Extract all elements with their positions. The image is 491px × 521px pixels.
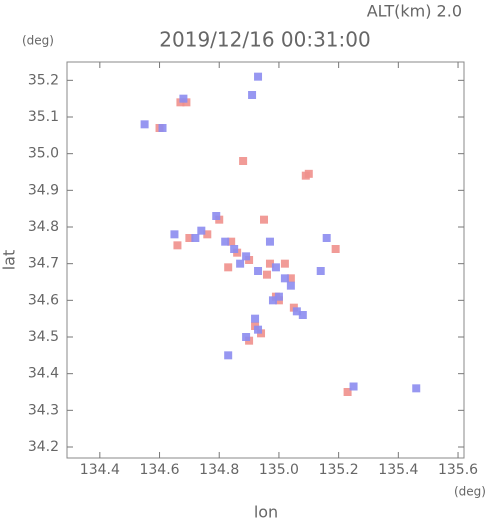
echo-point [265,237,274,246]
echo-point [239,157,248,165]
echo-point [349,382,358,391]
echo-point [316,267,325,275]
echo-point [140,120,149,129]
echo-point [254,267,263,275]
echo-point [179,94,188,103]
echo-point [212,212,221,220]
echo-point [254,325,263,334]
echo-point [301,171,310,180]
echo-point [271,263,280,272]
echo-point [268,296,277,305]
x-tick-label: 134.8 [199,462,239,478]
echo-point [173,241,182,250]
plot-frame [66,61,465,459]
altitude-label: ALT(km) 2.0 [367,2,462,21]
echo-point [286,281,295,290]
y-unit: (deg) [22,34,54,48]
echo-point [412,384,421,393]
y-tick-label: 34.7 [28,256,59,272]
echo-point [242,333,251,341]
y-tick-label: 34.8 [28,219,59,235]
echo-point [298,311,307,319]
echo-point [343,388,352,396]
y-tick-label: 34.3 [28,402,59,418]
x-unit: (deg) [454,485,486,499]
y-tick-label: 34.4 [28,366,59,382]
echo-point [236,259,245,268]
echo-point [286,274,295,283]
echo-point [262,270,271,279]
y-tick-label: 35.0 [28,146,59,162]
echo-point [274,292,283,301]
echo-point [221,237,230,246]
x-tick-label: 135.4 [378,462,418,478]
echo-point [280,274,289,283]
echo-point [331,245,340,253]
x-tick-label: 135.2 [319,462,359,478]
x-axis-label: lon [254,503,278,521]
x-tick-label: 134.4 [80,462,120,478]
y-tick-label: 34.6 [28,292,59,308]
y-tick-label: 34.2 [28,439,59,455]
x-tick-label: 135.0 [259,462,299,478]
y-tick-label: 35.1 [28,109,59,125]
echo-point [224,351,233,360]
echo-point [254,72,263,81]
y-tick-label: 34.5 [28,329,59,345]
echo-point [265,259,274,268]
x-tick-label: 135.6 [438,462,478,478]
echo-point [170,230,179,239]
echo-point [242,252,251,261]
echo-point [230,245,239,253]
echo-point [280,259,289,268]
echo-point [197,226,206,235]
echo-point [224,263,233,272]
x-tick-label: 134.6 [139,462,179,478]
echo-point [158,124,167,132]
echo-point [322,234,331,242]
y-tick-label: 34.9 [28,182,59,198]
echo-point [292,307,301,316]
chart-title: 2019/12/16 00:31:00 [159,28,370,52]
y-tick-label: 35.2 [28,72,59,88]
y-axis-label: lat [0,250,19,271]
echo-point [203,230,212,239]
echo-point [260,215,269,224]
echo-point [248,91,257,99]
echo-point [185,234,194,242]
echo-point [251,314,260,323]
echo-point [227,237,236,246]
echo-point [191,234,200,242]
